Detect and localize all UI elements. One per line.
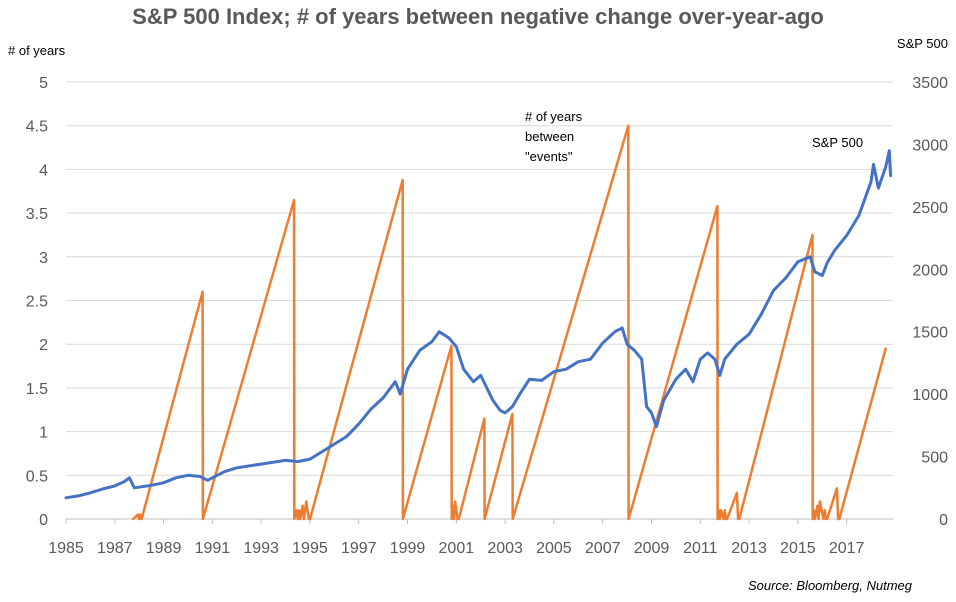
x-axis-labels: 1985 1987 1989 1991 1993 1995 1997 1999 2001 2003… <box>48 540 864 557</box>
right-tick-label: 1500 <box>912 325 948 342</box>
right-tick-label: 3500 <box>912 75 948 92</box>
left-tick-label: 5 <box>39 75 48 92</box>
sp500-annotation: S&P 500 <box>812 135 863 150</box>
left-tick-label: 3 <box>39 250 48 267</box>
left-tick-label: 3.5 <box>26 206 48 223</box>
x-tick-label: 2001 <box>439 540 475 557</box>
x-tick-label: 2015 <box>780 540 816 557</box>
left-y-axis: 0 0.5 1 1.5 2 2.5 3 3.5 4 4.5 5 <box>26 75 48 529</box>
right-tick-label: 2500 <box>912 200 948 217</box>
left-axis-title: # of years <box>8 43 66 58</box>
x-tick-label: 1993 <box>243 540 279 557</box>
left-tick-label: 1 <box>39 425 48 442</box>
x-axis <box>65 518 893 524</box>
x-tick-label: 1997 <box>341 540 377 557</box>
x-tick-label: 2005 <box>536 540 572 557</box>
x-tick-label: 2011 <box>683 540 718 557</box>
left-tick-label: 4.5 <box>26 119 48 136</box>
x-tick-label: 2013 <box>731 540 767 557</box>
years-annotation-line-2: between <box>525 129 574 144</box>
left-tick-label: 0.5 <box>26 468 48 485</box>
right-tick-label: 1000 <box>912 387 948 404</box>
right-tick-label: 0 <box>939 512 948 529</box>
series-lines <box>64 124 893 521</box>
right-tick-label: 3000 <box>912 137 948 154</box>
left-tick-label: 2.5 <box>26 294 48 311</box>
source-note: Source: Bloomberg, Nutmeg <box>748 578 913 593</box>
right-y-axis: 0 500 1000 1500 2000 2500 3000 3500 <box>912 75 948 529</box>
left-tick-label: 0 <box>39 512 48 529</box>
x-tick-label: 2007 <box>585 540 621 557</box>
x-tick-label: 1985 <box>48 540 84 557</box>
x-tick-label: 1999 <box>390 540 426 557</box>
gridlines <box>66 81 893 476</box>
right-tick-label: 500 <box>921 450 948 467</box>
right-tick-label: 2000 <box>912 262 948 279</box>
x-tick-label: 1987 <box>97 540 133 557</box>
years-annotation-line-1: # of years <box>525 109 583 124</box>
x-tick-label: 1995 <box>292 540 328 557</box>
x-tick-label: 2017 <box>829 540 865 557</box>
left-tick-label: 4 <box>39 162 48 179</box>
x-tick-label: 2003 <box>487 540 523 557</box>
chart-title: S&P 500 Index; # of years between negati… <box>132 4 824 29</box>
left-tick-label: 1.5 <box>26 381 48 398</box>
right-axis-title: S&P 500 <box>897 36 948 51</box>
x-tick-label: 2009 <box>634 540 670 557</box>
years-annotation-line-3: "events" <box>525 149 573 164</box>
x-tick-label: 1989 <box>146 540 182 557</box>
left-tick-label: 2 <box>39 337 48 354</box>
sp500-line <box>64 149 893 500</box>
x-tick-label: 1991 <box>195 540 231 557</box>
years-between-events-line <box>131 124 887 521</box>
